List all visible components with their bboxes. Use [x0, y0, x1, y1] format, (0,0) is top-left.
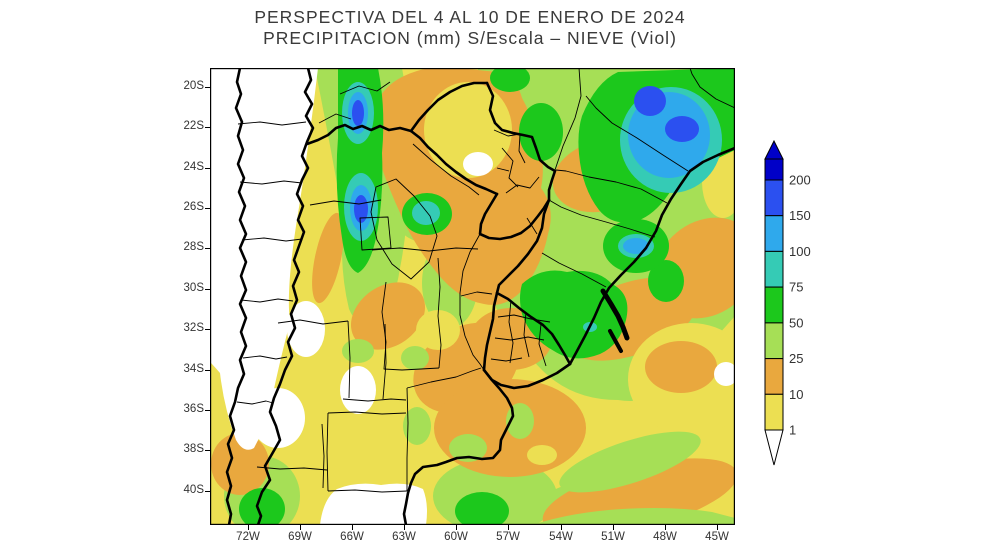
- legend-seg-50: [764, 286, 784, 324]
- legend-label: 150: [789, 208, 811, 223]
- legend-label: 25: [789, 351, 803, 366]
- x-axis-tick: [665, 525, 666, 530]
- y-axis-tick: [205, 127, 210, 128]
- x-axis-label: 45W: [705, 531, 729, 543]
- x-axis-label: 66W: [340, 531, 364, 543]
- x-axis-tick: [456, 525, 457, 530]
- y-axis-label: 34S: [183, 363, 204, 375]
- x-axis-label: 72W: [236, 531, 260, 543]
- x-axis-tick: [613, 525, 614, 530]
- x-axis-tick: [300, 525, 301, 530]
- legend-seg-100: [764, 215, 784, 252]
- y-axis-label: 22S: [183, 120, 204, 132]
- y-axis-tick: [205, 87, 210, 88]
- precip-legend: 200 150 100 75 50 25 10 1: [764, 139, 811, 466]
- legend-label: 100: [789, 244, 811, 259]
- precipitation-map: [210, 68, 735, 525]
- legend-label: 10: [789, 387, 803, 402]
- x-axis-label: 60W: [444, 531, 468, 543]
- y-axis-tick: [205, 450, 210, 451]
- legend-labels: 200 150 100 75 50 25 10 1: [789, 173, 811, 438]
- x-axis-tick: [352, 525, 353, 530]
- legend-seg-1: [764, 393, 784, 431]
- y-axis-label: 32S: [183, 322, 204, 334]
- x-axis-label: 57W: [496, 531, 520, 543]
- page-title: PERSPECTIVA DEL 4 AL 10 DE ENERO DE 2024: [254, 7, 686, 27]
- legend-arrow-top: [764, 139, 784, 160]
- country-borders: [225, 68, 735, 525]
- legend-label: 75: [789, 280, 803, 295]
- x-axis-tick: [508, 525, 509, 530]
- y-axis-tick: [205, 410, 210, 411]
- x-axis-tick: [404, 525, 405, 530]
- y-axis-label: 20S: [183, 80, 204, 92]
- y-axis-label: 24S: [183, 161, 204, 173]
- x-axis-label: 48W: [653, 531, 677, 543]
- y-axis-tick: [205, 329, 210, 330]
- y-axis-tick: [205, 491, 210, 492]
- legend-arrow-bottom: [764, 429, 784, 466]
- y-axis-tick: [205, 289, 210, 290]
- x-axis-tick: [248, 525, 249, 530]
- province-borders: [236, 68, 735, 493]
- y-axis-label: 28S: [183, 241, 204, 253]
- x-axis-label: 63W: [392, 531, 416, 543]
- x-axis-label: 54W: [549, 531, 573, 543]
- x-axis-label: 51W: [601, 531, 625, 543]
- legend-seg-25: [764, 322, 784, 360]
- legend-seg-200: [764, 158, 784, 181]
- x-axis-label: 69W: [288, 531, 312, 543]
- y-axis-label: 30S: [183, 282, 204, 294]
- y-axis-label: 38S: [183, 443, 204, 455]
- y-axis-label: 26S: [183, 201, 204, 213]
- y-axis-tick: [205, 168, 210, 169]
- map-frame: [210, 68, 735, 525]
- y-axis-tick: [205, 248, 210, 249]
- x-axis-tick: [561, 525, 562, 530]
- y-axis-label: 40S: [183, 484, 204, 496]
- y-axis-tick: [205, 208, 210, 209]
- y-axis-tick: [205, 370, 210, 371]
- legend-seg-150: [764, 179, 784, 217]
- legend-label: 200: [789, 173, 811, 188]
- legend-label: 1: [789, 423, 796, 438]
- y-axis-label: 36S: [183, 403, 204, 415]
- x-axis-tick: [717, 525, 718, 530]
- legend-seg-75: [764, 250, 784, 288]
- legend-label: 50: [789, 315, 803, 330]
- legend-seg-10: [764, 358, 784, 395]
- page-subtitle: PRECIPITACION (mm) S/Escala – NIEVE (Vio…: [263, 28, 677, 48]
- precip-fill-layer: [210, 68, 735, 525]
- legend-color-bar: [764, 139, 784, 466]
